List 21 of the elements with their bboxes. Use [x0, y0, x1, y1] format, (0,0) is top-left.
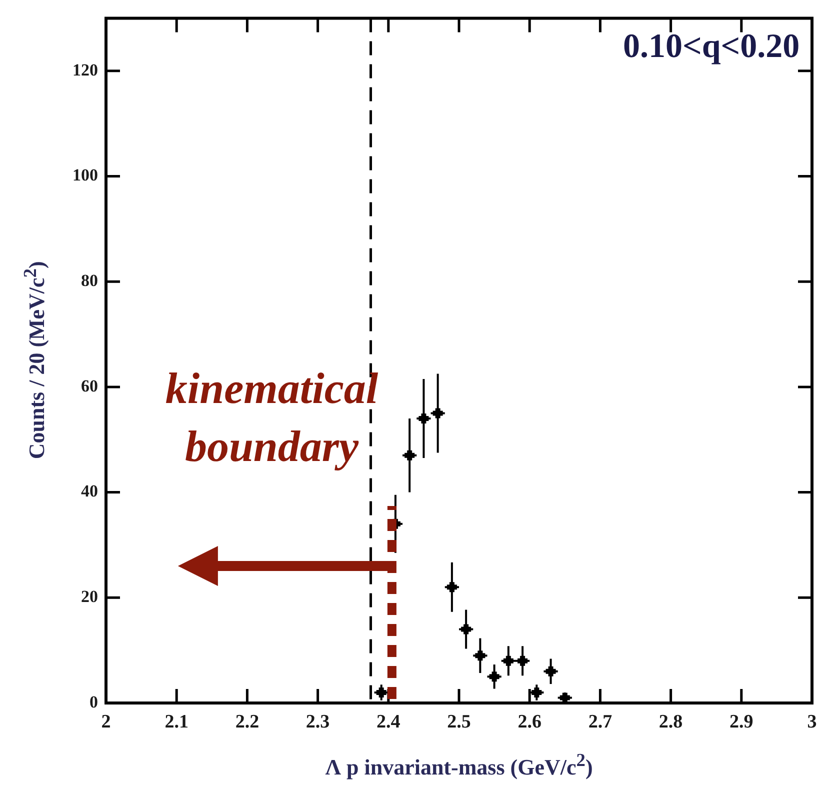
y-tick-label: 80: [81, 270, 98, 290]
x-tick-label: 2.4: [376, 711, 401, 732]
annotation: kinematical boundary: [165, 363, 378, 474]
y-tick-label: 40: [81, 482, 98, 501]
x-tick-label: 2.2: [235, 711, 260, 732]
x-tick-label: 2.7: [588, 711, 613, 732]
annotation: 0.10<q<0.20: [623, 28, 800, 66]
x-tick-label: 2.8: [658, 711, 683, 732]
x-tick-label: 2.6: [518, 711, 542, 732]
y-tick-label: 100: [72, 166, 98, 185]
y-tick-label: 0: [90, 692, 98, 712]
y-tick-label: 20: [81, 587, 98, 606]
x-tick-label: 2.5: [447, 711, 471, 732]
x-tick-label: 2.1: [164, 711, 188, 732]
x-axis-title: Λ p invariant-mass (GeV/c$^{2}$): [324, 750, 594, 780]
x-tick-label: 2: [101, 711, 111, 732]
y-tick-label: 120: [72, 60, 98, 80]
x-tick-label: 2.3: [306, 711, 330, 732]
x-tick-label: 3: [807, 711, 817, 732]
x-tick-label: 2.9: [730, 711, 754, 732]
y-tick-label: 60: [81, 376, 98, 396]
